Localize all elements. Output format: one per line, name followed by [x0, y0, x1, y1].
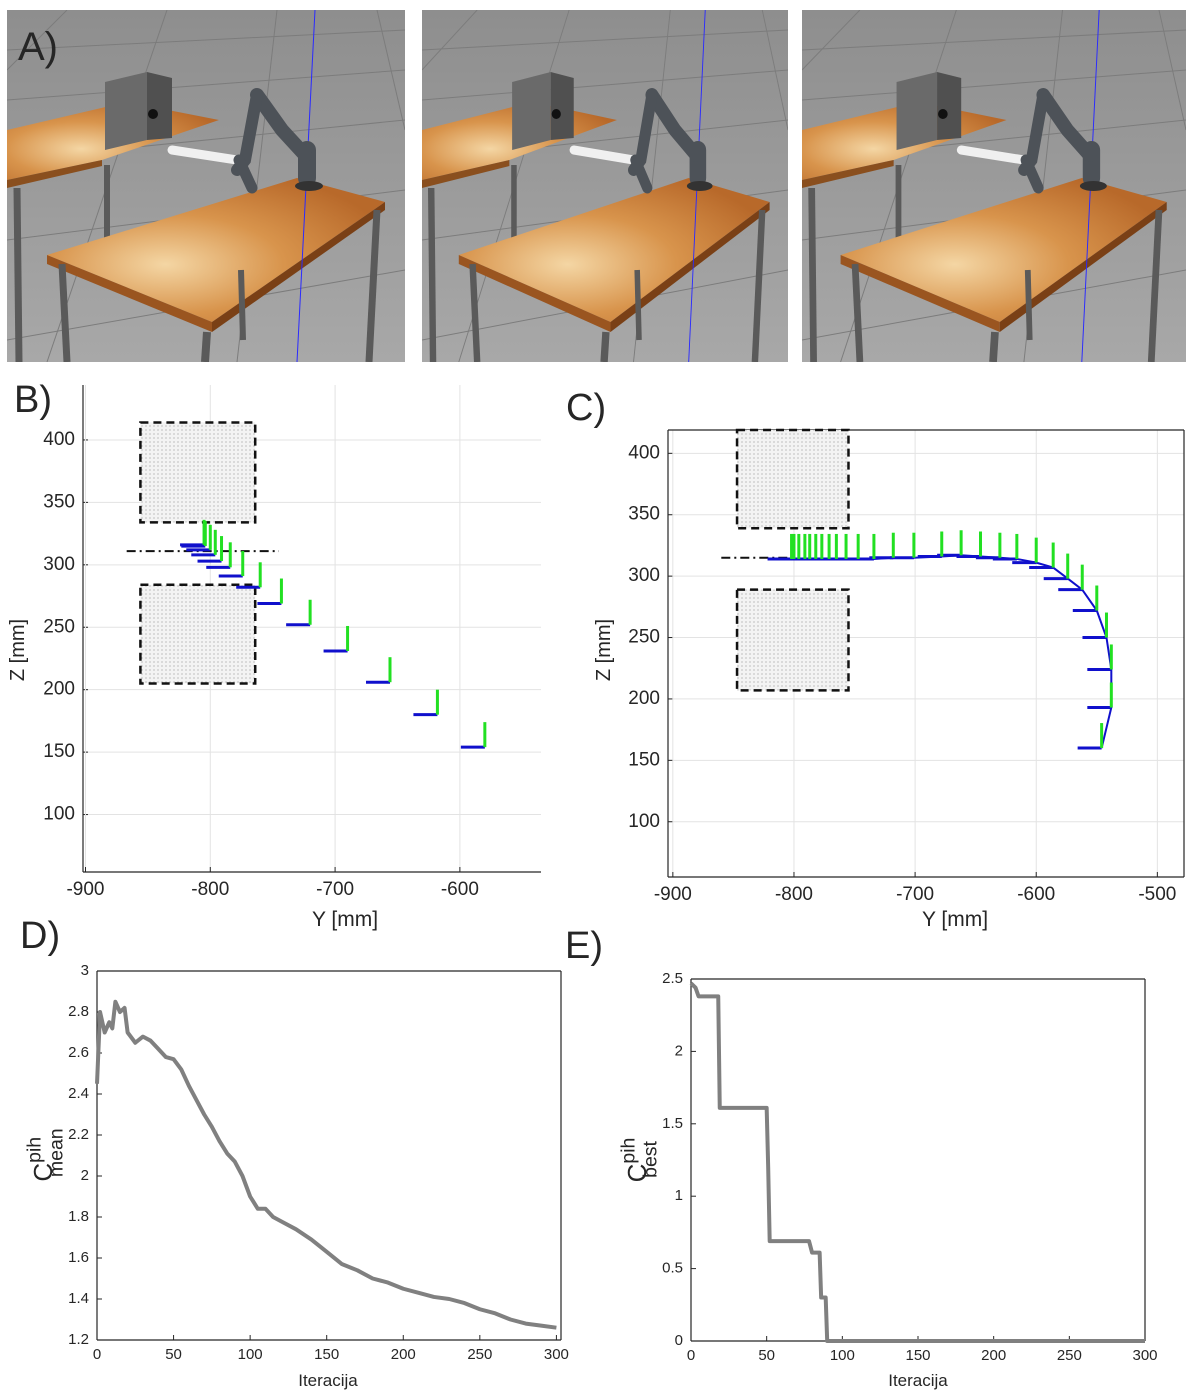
- y-axis-label: Z [mm]: [593, 619, 615, 681]
- render-image: [802, 10, 1186, 362]
- y-tick-label: 100: [628, 811, 660, 832]
- x-tick-label: 100: [238, 1346, 263, 1363]
- data-line: [95, 999, 557, 1330]
- x-tick-label: 0: [93, 1346, 101, 1363]
- y-tick-label: 0: [675, 1332, 683, 1349]
- x-tick-label: 0: [687, 1347, 695, 1364]
- y-tick-label: 3: [81, 962, 89, 979]
- panel-label: E): [565, 925, 603, 967]
- y-axis-label-base: C: [622, 1164, 652, 1183]
- x-axis-label: Iteracija: [298, 1371, 358, 1390]
- y-tick-label: 1.4: [68, 1290, 89, 1307]
- y-tick-label: 2.4: [68, 1085, 89, 1102]
- y-tick-label: 2.8: [68, 1003, 89, 1020]
- panel-label: C): [566, 387, 606, 429]
- data-line: [689, 981, 1145, 1343]
- x-axis-label: Y [mm]: [312, 908, 378, 931]
- x-tick-label: -900: [654, 884, 692, 905]
- panel-label: A): [18, 25, 58, 69]
- y-tick-label: 2.6: [68, 1044, 89, 1061]
- x-tick-label: 250: [1057, 1347, 1082, 1364]
- y-tick-label: 2.2: [68, 1126, 89, 1143]
- y-tick-label: 2.5: [662, 970, 683, 987]
- panel-label: D): [20, 915, 60, 957]
- x-axis-label: Iteracija: [888, 1371, 948, 1390]
- panel-label: B): [14, 379, 52, 421]
- y-tick-label: 1.2: [68, 1331, 89, 1348]
- y-axis-label: Cpihmean: [23, 1128, 67, 1181]
- x-tick-label: -700: [896, 884, 934, 905]
- render-image: [7, 10, 405, 362]
- x-tick-label: -700: [316, 879, 354, 900]
- x-tick-label: 250: [467, 1346, 492, 1363]
- x-tick-label: -800: [775, 884, 813, 905]
- y-tick-label: 200: [628, 688, 660, 709]
- x-tick-label: 150: [905, 1347, 930, 1364]
- obstacle: [735, 428, 850, 530]
- y-tick-label: 400: [43, 429, 75, 450]
- y-tick-label: 150: [628, 749, 660, 770]
- y-axis-label-base: C: [28, 1163, 58, 1182]
- y-tick-label: 200: [43, 679, 75, 700]
- y-tick-label: 250: [43, 616, 75, 637]
- y-tick-label: 1: [675, 1187, 683, 1204]
- y-tick-label: 1.5: [662, 1115, 683, 1132]
- y-tick-label: 350: [43, 491, 75, 512]
- y-tick-label: 1.8: [68, 1208, 89, 1225]
- y-axis-label-sub: mean: [45, 1128, 67, 1177]
- render-image: [422, 10, 788, 362]
- x-tick-label: 50: [165, 1346, 182, 1363]
- y-tick-label: 400: [628, 442, 660, 463]
- y-tick-label: 0.5: [662, 1260, 683, 1277]
- x-tick-label: 300: [544, 1346, 569, 1363]
- y-tick-label: 300: [628, 565, 660, 586]
- x-tick-label: -600: [1017, 884, 1055, 905]
- x-tick-label: 200: [391, 1346, 416, 1363]
- obstacle: [735, 588, 850, 692]
- y-axis-label: Z [mm]: [7, 619, 29, 681]
- x-tick-label: 100: [830, 1347, 855, 1364]
- x-tick-label: -600: [441, 879, 479, 900]
- y-axis-label: Cpihbest: [617, 1138, 661, 1183]
- x-tick-label: -900: [66, 879, 104, 900]
- y-tick-label: 100: [43, 804, 75, 825]
- y-axis-label-sup: pih: [23, 1137, 45, 1163]
- y-axis-label-sub: best: [639, 1140, 661, 1177]
- y-tick-label: 2: [81, 1167, 89, 1184]
- y-tick-label: 350: [628, 504, 660, 525]
- x-tick-label: 50: [758, 1347, 775, 1364]
- y-tick-label: 1.6: [68, 1249, 89, 1266]
- y-tick-label: 250: [628, 627, 660, 648]
- x-tick-label: -800: [191, 879, 229, 900]
- y-axis-label-sup: pih: [617, 1138, 639, 1164]
- obstacle: [139, 421, 257, 524]
- y-tick-label: 2: [675, 1042, 683, 1059]
- x-tick-label: 200: [981, 1347, 1006, 1364]
- obstacle: [139, 583, 257, 685]
- y-tick-label: 300: [43, 554, 75, 575]
- x-tick-label: 300: [1132, 1347, 1157, 1364]
- x-axis-label: Y [mm]: [922, 908, 988, 931]
- x-tick-label: 150: [314, 1346, 339, 1363]
- y-tick-label: 150: [43, 741, 75, 762]
- x-tick-label: -500: [1138, 884, 1176, 905]
